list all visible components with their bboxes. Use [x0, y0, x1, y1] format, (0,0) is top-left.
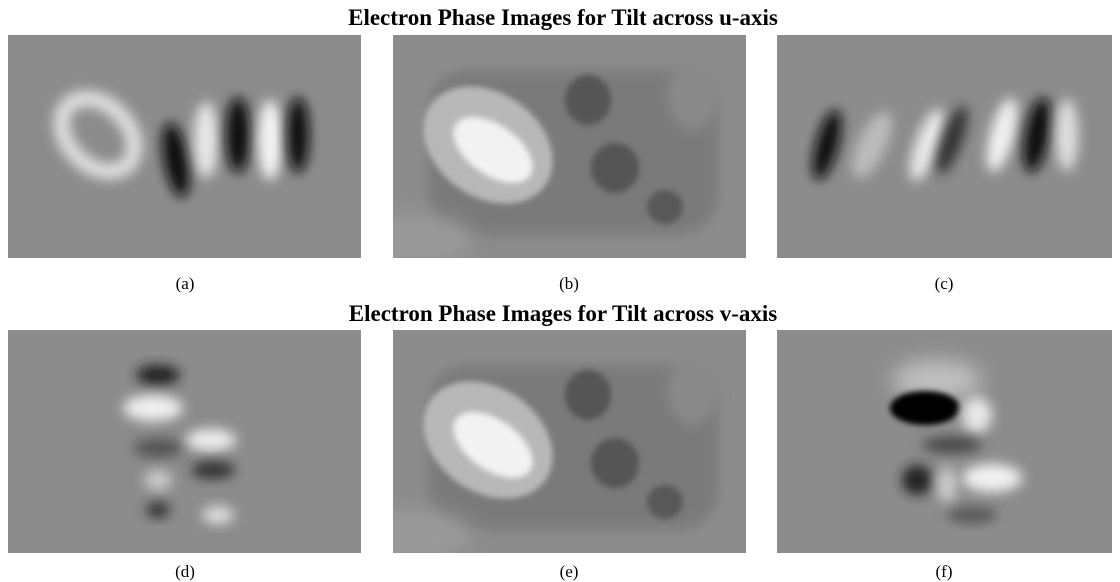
caption: (b) — [559, 274, 579, 293]
panel-image — [8, 35, 361, 258]
panel-image — [353, 35, 746, 265]
panel-image — [353, 330, 746, 560]
figure: Electron Phase Images for Tilt across u-… — [0, 0, 1120, 582]
panel-image — [8, 330, 361, 553]
panel-image — [777, 35, 1112, 258]
caption: (d) — [175, 562, 195, 581]
row-title: Electron Phase Images for Tilt across v-… — [349, 301, 778, 326]
panel-image — [777, 330, 1112, 553]
caption: (e) — [560, 562, 579, 581]
row-title: Electron Phase Images for Tilt across u-… — [348, 5, 778, 30]
caption: (f) — [936, 562, 953, 581]
caption: (c) — [935, 274, 954, 293]
caption: (a) — [176, 274, 195, 293]
